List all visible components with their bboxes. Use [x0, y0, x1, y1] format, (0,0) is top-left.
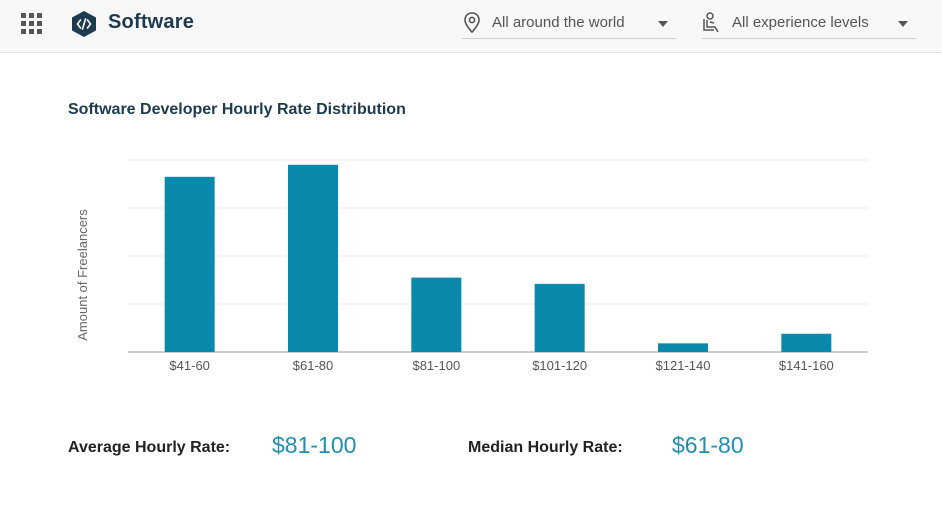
apps-grid-icon[interactable] — [21, 13, 42, 34]
page-title: Software — [108, 11, 195, 33]
location-pin-icon — [464, 12, 480, 34]
chart-x-tick-labels: $41-60 $61-80 $81-100 $101-120 $121-140 $141-… — [169, 358, 833, 373]
bar-4[interactable] — [658, 343, 708, 352]
caret-down-icon — [898, 21, 908, 27]
bar-2[interactable] — [411, 277, 462, 352]
caret-down-icon — [658, 21, 668, 27]
person-seat-icon — [703, 12, 719, 33]
chart-bars — [164, 164, 832, 352]
x-tick-label-1: $61-80 — [293, 358, 333, 373]
x-tick-label-0: $41-60 — [169, 358, 209, 373]
bar-0[interactable] — [164, 176, 215, 352]
average-rate-value: $81-100 — [272, 432, 357, 458]
average-rate-label: Average Hourly Rate: — [68, 439, 231, 456]
x-tick-label-5: $141-160 — [779, 358, 834, 373]
y-axis-label: Amount of Freelancers — [75, 209, 90, 341]
chart-gridlines — [128, 159, 868, 353]
x-tick-label-2: $81-100 — [412, 358, 460, 373]
experience-filter-value: All experience levels — [732, 14, 869, 31]
chart-title: Software Developer Hourly Rate Distribut… — [68, 101, 406, 118]
bar-5[interactable] — [781, 333, 832, 352]
bar-3[interactable] — [534, 283, 585, 352]
median-rate-label: Median Hourly Rate: — [468, 439, 623, 456]
top-bar: Software All around the world All experi… — [0, 0, 942, 53]
code-hexagon-icon — [72, 11, 96, 37]
x-tick-label-4: $121-140 — [656, 358, 711, 373]
location-filter-dropdown[interactable]: All around the world — [462, 9, 676, 39]
bar-1[interactable] — [288, 164, 338, 352]
x-tick-label-3: $101-120 — [532, 358, 587, 373]
median-rate-value: $61-80 — [672, 432, 744, 458]
experience-filter-dropdown[interactable]: All experience levels — [702, 9, 916, 39]
location-filter-value: All around the world — [492, 14, 625, 31]
